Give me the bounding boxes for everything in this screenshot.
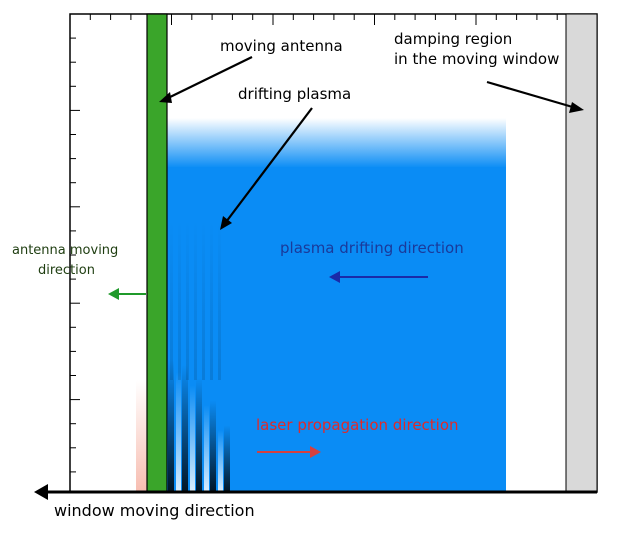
wave-streak — [194, 220, 197, 380]
window-moving-direction-arrow — [34, 484, 597, 500]
plasma-drifting-label: plasma drifting direction — [280, 239, 464, 257]
moving-antenna — [146, 13, 168, 493]
antenna-moving-direction-arrow — [108, 288, 146, 300]
top-axis-ticks — [69, 14, 578, 25]
wave-stripe — [196, 378, 202, 492]
wave-stripe — [218, 430, 223, 492]
wave-streak — [178, 220, 181, 380]
wave-streak — [202, 220, 205, 380]
wave-stripe — [210, 400, 216, 492]
damping-region-label-line2: in the moving window — [394, 50, 560, 68]
wave-stripe — [204, 405, 209, 492]
antenna-moving-label-line1: antenna moving — [12, 243, 119, 258]
drifting-plasma-label: drifting plasma — [238, 85, 352, 103]
laser-propagation-direction-arrow — [257, 446, 321, 458]
laser-propagation-label: laser propagation direction — [256, 416, 459, 434]
damping-region-label-line1: damping region — [394, 30, 513, 48]
antenna-moving-label-line2: direction — [38, 263, 95, 278]
damping-region-pointer-arrow — [486, 80, 584, 113]
drifting-plasma-region — [167, 118, 506, 492]
window-moving-label: window moving direction — [54, 501, 255, 520]
damping-region — [565, 13, 598, 493]
antenna-glow — [136, 380, 148, 492]
laser-wave-pattern — [168, 220, 230, 492]
wave-stripe — [176, 372, 181, 492]
plasma-drifting-direction-arrow — [329, 271, 428, 283]
wave-stripe — [168, 360, 174, 492]
left-axis-ticks — [70, 13, 80, 473]
wave-streak — [210, 220, 213, 380]
wave-streak — [186, 220, 189, 380]
wave-streak — [218, 220, 221, 380]
drifting-plasma-pointer-arrow — [220, 107, 313, 230]
wave-stripe — [182, 365, 188, 492]
wave-stripe — [190, 385, 195, 492]
wave-stripe — [224, 425, 230, 492]
moving-antenna-pointer-arrow — [159, 56, 253, 103]
moving-antenna-label: moving antenna — [220, 37, 343, 55]
wave-streak — [170, 220, 173, 380]
